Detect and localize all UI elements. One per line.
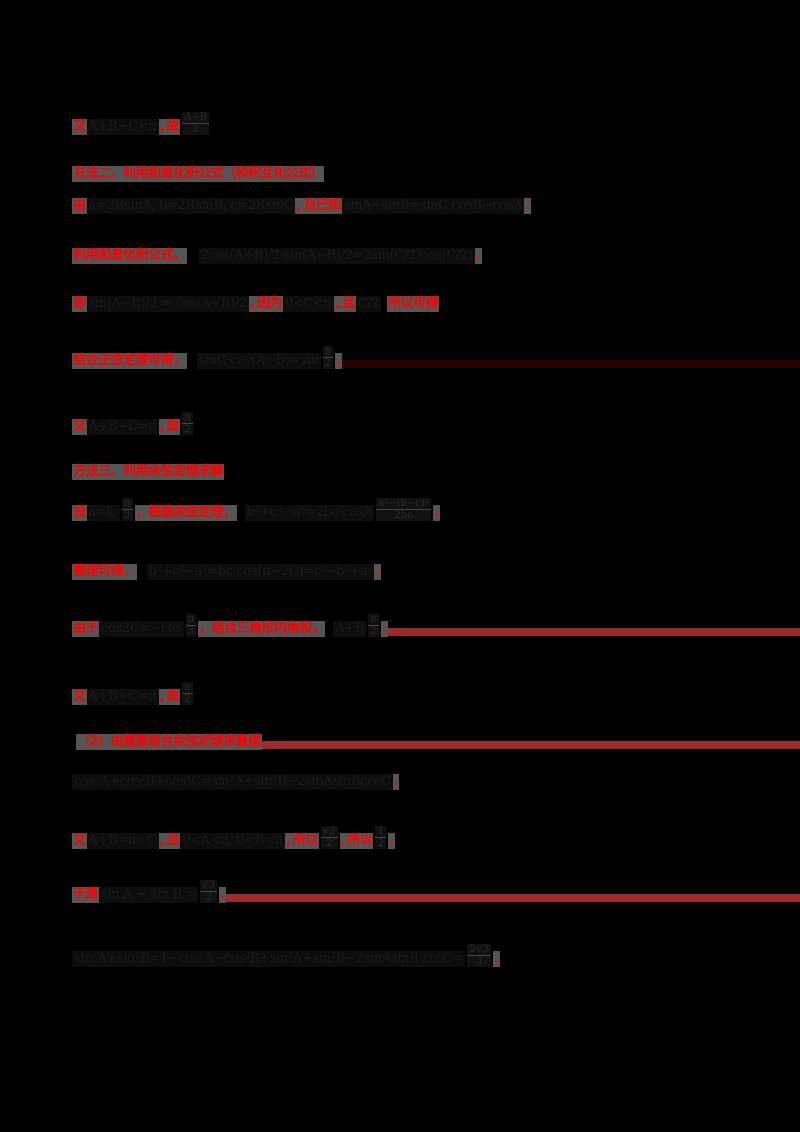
label: 设 xyxy=(72,505,87,521)
label: 即 xyxy=(72,296,87,312)
label: 整理可得， xyxy=(72,564,137,580)
section-heading-part-2: （2）由题意结合余弦定理求最值 xyxy=(76,734,800,750)
fraction: A−B 2 xyxy=(182,112,209,135)
formula: sin²A+sin²B=1−cos²A−cos²B+sin²A+sin²B−2s… xyxy=(72,951,466,967)
doc-line-15: 又 A+B=π−C , 且 0<A<π, 0<B<π , 所以 √3 2 , 所以… xyxy=(72,826,395,849)
doc-line-10: 整理可得， b²+c²−a²=bc·cos(π−2C)=c²−b²+a² . xyxy=(72,564,382,580)
period: . xyxy=(380,621,388,637)
formula: 0<A<π, 0<B<π xyxy=(180,833,285,849)
label: 所以 xyxy=(291,833,319,849)
fraction: √3 2 xyxy=(320,826,338,849)
doc-line-17: sin²A+sin²B=1−cos²A−cos²B+sin²A+sin²B−2s… xyxy=(72,944,500,967)
period: . xyxy=(219,887,226,903)
label-gu: 故 xyxy=(165,419,180,435)
formula: b²+c²−a²=bc·cos(π−2C)=c²−b²+a² xyxy=(146,564,375,580)
label: 且 xyxy=(341,296,356,312)
label: 所以可得 xyxy=(387,296,440,312)
label: 且 xyxy=(165,833,180,849)
comma: , xyxy=(334,296,341,312)
formula: A+B xyxy=(333,621,367,637)
label-gu: 故 xyxy=(165,689,180,705)
heading-text: （2）由题意结合余弦定理求最值 xyxy=(76,734,262,750)
label: 因为 xyxy=(255,296,283,312)
doc-line-14: cos²A+cos²B+cos²C=sin²A+sin²B−2sinAsinBc… xyxy=(72,762,400,790)
formula: A+B+C=π xyxy=(86,119,159,135)
formula: A+B+C=π xyxy=(86,419,159,435)
period: . xyxy=(387,833,395,849)
highlight-bar xyxy=(261,741,800,749)
period: . xyxy=(335,353,343,369)
section-heading-method-3: 方法三、利用余弦定理求解 xyxy=(72,464,225,480)
period: . xyxy=(374,564,382,580)
label-you: 又 xyxy=(72,833,87,849)
formula: b²+c²−a²=2bc·cosA xyxy=(244,505,375,521)
formula: cos2C=−cos xyxy=(99,621,184,637)
doc-line-3: 由 a=2RsinA, b=2RsinB, c=2RsinC , 及已知 sin… xyxy=(72,198,532,214)
comma: , xyxy=(158,689,166,705)
formula: a=k· xyxy=(86,505,120,521)
formula: C/2 xyxy=(355,296,382,312)
formula: 0<C<π xyxy=(282,296,335,312)
highlight-bar xyxy=(226,894,800,902)
formula: A+B+C=π xyxy=(86,689,159,705)
label-you: 又 xyxy=(72,689,87,705)
doc-line-16: 于是 sin A + sin B = √3 2 . xyxy=(72,880,800,903)
label: 由 xyxy=(72,198,87,214)
formula: sinA−sinB=sinC·cosB−cosA xyxy=(341,198,525,214)
highlight-bar xyxy=(342,360,800,368)
formula: sinC·cos(A−B)=sin xyxy=(196,353,321,369)
label: 利用和差化积公式， xyxy=(72,248,187,264)
label: 及已知 xyxy=(302,198,342,214)
formula: sin A + sin B = xyxy=(99,887,199,903)
comma: , xyxy=(339,833,347,849)
period: . xyxy=(432,505,440,521)
fraction: √3 2 xyxy=(200,880,218,903)
period: . xyxy=(392,774,400,790)
comma: , xyxy=(284,833,292,849)
label-you: 又 xyxy=(72,119,87,135)
section-heading-method-2: 方法二、利用和差化积公式（和积互化公式） xyxy=(72,166,325,182)
formula: cos²A+cos²B+cos²C=sin²A+sin²B−2sinAsinBc… xyxy=(72,774,393,790)
doc-line-4: 利用和差化积公式， 2cos(A+B)/2·sin(A−B)/2=2sin(C/… xyxy=(72,248,482,264)
comma: , xyxy=(158,419,166,435)
label: 由于 xyxy=(72,621,100,637)
label: 所以 xyxy=(346,833,374,849)
period: . xyxy=(492,951,500,967)
formula: sin(A−B)/2 = cos(A+B)/2 xyxy=(86,296,250,312)
comma: , xyxy=(158,833,166,849)
formula: a=2RsinA, b=2RsinB, c=2RsinC xyxy=(86,198,296,214)
highlight-bar xyxy=(387,628,800,636)
label: ，根据余弦定理， xyxy=(134,505,237,521)
fraction: a²−(b−c)² 2bc xyxy=(376,498,431,521)
period: . xyxy=(524,198,532,214)
comma: , xyxy=(249,296,256,312)
doc-line-5: 即 sin(A−B)/2 = cos(A+B)/2 , 因为 0<C<π , 且… xyxy=(72,296,440,312)
doc-line-1: 又 A+B+C=π , 故 A−B 2 xyxy=(72,112,211,135)
heading-text: 方法三、利用余弦定理求解 xyxy=(72,464,225,480)
label-you: 又 xyxy=(72,419,87,435)
comma: , xyxy=(295,198,303,214)
label: 于是 xyxy=(72,887,100,903)
label-gu: 故 xyxy=(165,119,180,135)
label: 结合正弦定理可得， xyxy=(72,353,187,369)
heading-text: 方法二、利用和差化积公式（和积互化公式） xyxy=(72,166,325,182)
fraction: 2√3 3 xyxy=(467,944,491,967)
comma: , xyxy=(158,119,166,135)
period: . xyxy=(474,248,482,264)
label: ，结合三角形内角和， xyxy=(198,621,326,637)
formula: A+B=π−C xyxy=(86,833,159,849)
formula: 2cos(A+B)/2·sin(A−B)/2=2sin(C/2)cos(C/2) xyxy=(198,248,475,264)
